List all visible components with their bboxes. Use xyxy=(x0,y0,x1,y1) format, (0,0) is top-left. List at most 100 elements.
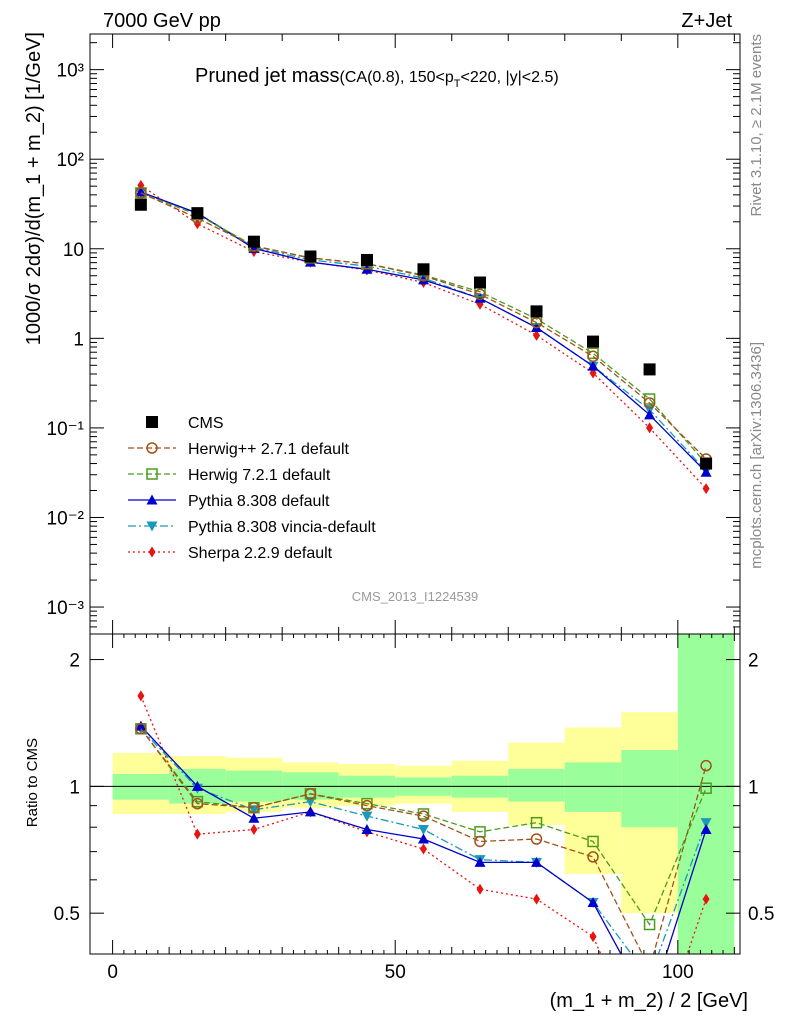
herwig7-line xyxy=(140,192,707,464)
vincia-ratio-point xyxy=(700,818,712,829)
ratio-series-group xyxy=(90,690,740,984)
sherpa-point xyxy=(646,422,654,434)
ratio-plot-layer xyxy=(90,690,740,984)
sherpa-ratio-point xyxy=(193,828,201,840)
axes-layer: 10⁻³ 10⁻² 10⁻¹ 1 10 10² 10³ 0.5 0.5 1 1 2 2 0 50 100 xyxy=(47,33,774,983)
ratio-y-tick-label: 0.5 xyxy=(54,904,80,925)
legend-sherpa-marker xyxy=(148,546,156,558)
rivet-version-label: Rivet 3.1.10, ≥ 2.1M events xyxy=(748,34,765,217)
main-y-tick-label: 10⁻³ xyxy=(47,598,85,619)
ratio-y-tick-label-right: 1 xyxy=(748,777,759,798)
ratio-y-tick-label: 1 xyxy=(69,777,80,798)
herwigpp-ratio-point xyxy=(304,788,317,800)
cms-point xyxy=(417,263,430,276)
herwigpp-ratio-point xyxy=(417,810,430,822)
analysis-watermark: CMS_2013_I1224539 xyxy=(352,589,479,604)
pythia-ratio-point xyxy=(304,806,316,817)
main-y-tick-label: 10⁻¹ xyxy=(47,419,85,440)
pythia-ratio-point xyxy=(361,823,373,834)
herwig7-ratio-point xyxy=(643,918,656,931)
herwigpp-ratio-point xyxy=(700,759,712,772)
mcplots-label: mcplots.cern.ch [arXiv:1306.3436] xyxy=(748,342,765,569)
vincia-line xyxy=(140,192,707,472)
herwig7-ratio-point xyxy=(587,835,599,848)
cms-point xyxy=(191,207,204,220)
header-energy-label: 7000 GeV pp xyxy=(103,10,221,32)
herwigpp-ratio-point xyxy=(474,835,486,848)
x-tick-label: 50 xyxy=(385,962,406,983)
herwigpp-point xyxy=(643,397,656,409)
herwigpp-ratio-point xyxy=(248,801,260,814)
pythia-point xyxy=(700,466,712,477)
legend-pythia-marker xyxy=(146,494,158,505)
ratio-inner-band xyxy=(564,762,622,812)
herwig7-ratio-point xyxy=(530,816,543,829)
legend-herwigpp-marker xyxy=(146,442,158,454)
herwigpp-point xyxy=(587,350,599,363)
pythia-point xyxy=(587,360,599,371)
herwig7-ratio-point xyxy=(700,782,712,794)
pythia-point xyxy=(474,292,486,303)
vincia-ratio-point xyxy=(644,974,655,984)
legend-herwig7-label: Herwig 7.2.1 default xyxy=(188,467,331,484)
legend-vincia-marker xyxy=(146,521,158,532)
pythia-point xyxy=(644,409,656,420)
cms-point xyxy=(643,363,656,376)
pythia-line xyxy=(140,191,707,473)
main-y-tick-label: 10 xyxy=(63,240,84,261)
herwigpp-ratio-point xyxy=(530,833,543,845)
sherpa-point xyxy=(533,329,541,341)
ratio-y-tick-label-right: 2 xyxy=(748,651,759,672)
herwigpp-ratio-point xyxy=(587,851,599,863)
legend-cms-label: CMS xyxy=(188,415,224,432)
cms-point xyxy=(134,198,147,211)
main-series-group xyxy=(134,179,713,495)
sherpa-ratio-point xyxy=(250,823,258,835)
sherpa-point xyxy=(702,483,710,495)
main-y-tick-label: 10³ xyxy=(57,61,84,82)
main-y-tick-label: 10⁻² xyxy=(47,508,85,529)
main-y-tick-label: 1 xyxy=(73,329,84,350)
pythia-ratio-point xyxy=(248,812,260,823)
pythia-ratio-point xyxy=(700,823,712,834)
ratio-frame xyxy=(89,633,741,955)
legend-cms-marker xyxy=(146,416,158,428)
herwigpp-line xyxy=(140,192,707,460)
plot-title: Pruned jet mass(CA(0.8), 150<pT<220, |y|… xyxy=(195,65,559,90)
pythia-ratio-point xyxy=(135,720,147,731)
ratio-uncertainty-bands xyxy=(112,634,735,954)
sherpa-ratio-point xyxy=(702,893,710,905)
herwigpp-point xyxy=(530,316,543,329)
cms-point xyxy=(700,457,713,470)
pythia-ratio-point xyxy=(587,897,599,908)
x-tick-label: 100 xyxy=(662,962,694,983)
pythia-ratio-point xyxy=(191,780,203,791)
legend-herwigpp-label: Herwig++ 2.7.1 default xyxy=(188,441,350,458)
vincia-ratio-point xyxy=(304,797,316,808)
sherpa-ratio-point xyxy=(589,931,597,943)
main-plot-layer xyxy=(134,179,713,495)
ratio-y-tick-label: 2 xyxy=(69,651,80,672)
herwigpp-point xyxy=(135,187,147,199)
ratio-y-tick-label-right: 0.5 xyxy=(748,904,774,925)
main-y-axis-label: 1000/σ 2dσ)/d(m_1 + m_2) [1/GeV] xyxy=(23,32,45,345)
x-tick-label: 0 xyxy=(107,962,118,983)
herwigpp-ratio-point xyxy=(361,799,373,812)
herwigpp-ratio-point xyxy=(135,723,147,735)
sherpa-ratio-point xyxy=(533,893,541,905)
ratio-y-axis-label: Ratio to CMS xyxy=(24,738,41,827)
pythia-ratio-point xyxy=(474,856,486,867)
pythia-ratio-point xyxy=(531,856,543,867)
header-process-label: Z+Jet xyxy=(681,10,732,32)
cms-point xyxy=(587,335,600,348)
pythia-ratio-point xyxy=(417,833,429,844)
cms-point xyxy=(474,276,486,289)
herwigpp-ratio-line xyxy=(140,728,707,954)
herwig7-ratio-line xyxy=(140,728,707,926)
vincia-ratio-point xyxy=(417,824,429,835)
vincia-ratio-point xyxy=(361,811,373,822)
x-axis-label: (m_1 + m_2) / 2 [GeV] xyxy=(550,990,748,1012)
ratio-inner-band xyxy=(508,768,565,802)
cms-point xyxy=(360,253,373,266)
herwigpp-ratio-point xyxy=(191,797,204,810)
